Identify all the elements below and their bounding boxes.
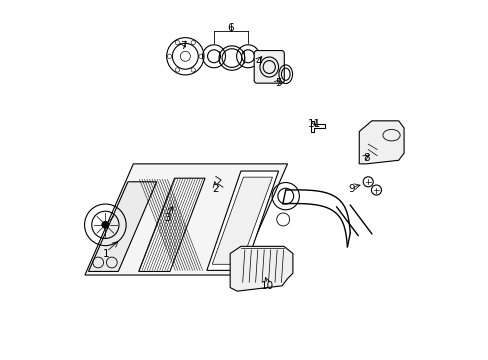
Circle shape (102, 221, 109, 228)
Text: 5: 5 (275, 78, 281, 88)
Text: 11: 11 (307, 120, 321, 129)
Text: 1: 1 (103, 248, 109, 258)
FancyBboxPatch shape (254, 50, 284, 83)
Polygon shape (139, 178, 204, 271)
Text: 8: 8 (363, 153, 369, 163)
Text: 7: 7 (180, 41, 186, 50)
Polygon shape (310, 121, 325, 132)
Text: 2: 2 (212, 184, 219, 194)
Polygon shape (230, 246, 292, 291)
Polygon shape (212, 177, 272, 264)
Polygon shape (85, 164, 287, 275)
Text: 4: 4 (255, 57, 262, 67)
Text: 3: 3 (164, 213, 170, 222)
Text: 10: 10 (261, 281, 274, 291)
Text: 6: 6 (226, 23, 233, 33)
Polygon shape (88, 182, 156, 271)
Polygon shape (206, 171, 278, 270)
Polygon shape (359, 121, 403, 164)
Text: 9: 9 (348, 184, 355, 194)
